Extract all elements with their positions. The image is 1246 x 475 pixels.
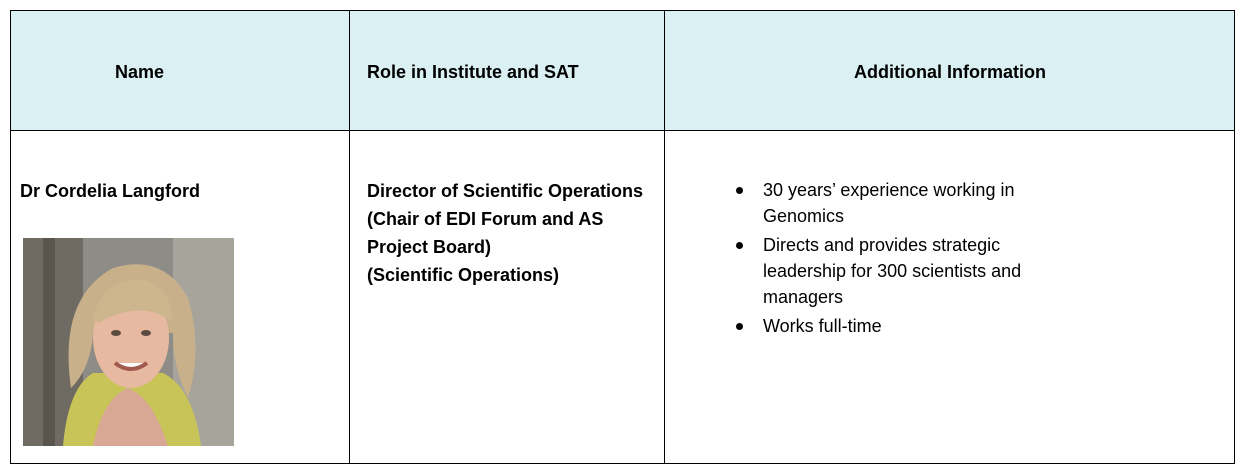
column-divider: [349, 11, 350, 463]
info-item: Directs and provides strategic leadershi…: [736, 232, 1083, 310]
table: Name Role in Institute and SAT Additiona…: [10, 10, 1235, 464]
photo: [23, 238, 234, 446]
header-cell: Additional Information: [854, 62, 1046, 82]
person-name: Dr Cordelia Langford: [20, 181, 201, 201]
info-item: Works full-time: [736, 313, 1083, 339]
role-line: (Chair of EDI Forum and AS Project Board…: [367, 209, 604, 257]
header-cell: Name: [115, 62, 165, 82]
role-cell: Director of Scientific Operations (Chair …: [367, 177, 647, 289]
column-divider: [664, 11, 665, 463]
header-row: [11, 11, 1234, 131]
info-list: 30 years’ experience working in Genomics…: [729, 177, 1083, 342]
role-line: Director of Scientific Operations: [367, 181, 644, 201]
header-cell: Role in Institute and SAT: [367, 62, 579, 82]
role-line: (Scientific Operations): [367, 265, 560, 285]
info-item: 30 years’ experience working in Genomics: [736, 177, 1083, 229]
